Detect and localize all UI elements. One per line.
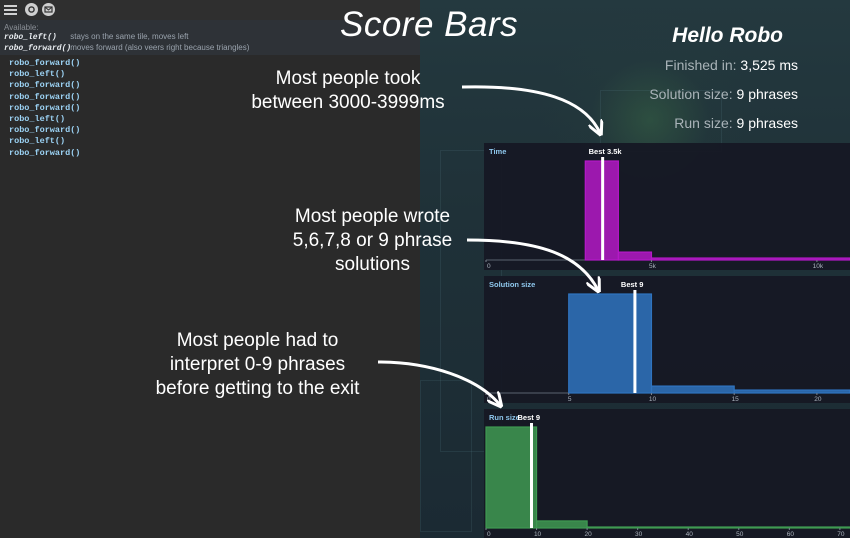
run-size-stat: Run size: 9 phrases [674, 115, 798, 131]
annotation-line: solutions [335, 254, 410, 275]
x-tick-label: 10 [649, 396, 657, 403]
run-annotation: Most people had to interpret 0-9 phrases… [135, 329, 380, 401]
run-size-value: 9 phrases [736, 115, 798, 131]
solution-size-chart-plot: 0 5 10 15 20 [485, 290, 850, 403]
solution-size-label: Solution size: [649, 86, 733, 102]
chart-label: Solution size [489, 280, 536, 289]
histogram-bar [650, 257, 850, 261]
histogram-bar [617, 251, 653, 261]
doc-item-robo-forward: robo_forward() moves forward (also veers… [4, 43, 249, 53]
code-line[interactable]: robo_left() [9, 69, 66, 80]
solution-annotation: Most people wrote 5,6,7,8 or 9 phrase so… [255, 205, 490, 277]
annotation-line: Most people had to [176, 330, 339, 351]
histogram-bar [586, 526, 850, 529]
x-tick-label: 15 [732, 396, 740, 403]
x-tick-label: 60 [787, 531, 795, 538]
histogram-bar [733, 389, 850, 394]
annotation-line: Most people took [275, 68, 421, 89]
chart-label: Time [489, 147, 507, 156]
x-tick-label: 5 [568, 396, 572, 403]
x-tick-label: 70 [837, 531, 845, 538]
histogram-bar [485, 426, 538, 529]
time-arrow [461, 85, 600, 133]
histogram-bar [535, 520, 588, 529]
settings-icon[interactable] [25, 3, 38, 16]
x-tick-label: 20 [814, 396, 822, 403]
run-size-chart-plot: 0 10 20 30 40 50 60 70 [485, 423, 850, 538]
docs-title: Available: [4, 23, 39, 32]
page-title: Score Bars [340, 5, 519, 44]
x-tick-label: 10k [813, 263, 824, 270]
code-line[interactable]: robo_left() [9, 136, 66, 147]
run-arrow [377, 360, 500, 405]
doc-function-description: stays on the same tile, moves left [70, 32, 189, 41]
solution-arrow [466, 238, 598, 290]
best-label: Best 9 [517, 413, 541, 422]
code-line[interactable]: robo_forward() [9, 147, 81, 158]
code-line[interactable]: robo_forward() [9, 125, 81, 136]
code-line[interactable]: robo_forward() [9, 80, 81, 91]
solution-size-chart: 0 5 10 15 20 Solution size Best 9 [484, 276, 850, 403]
x-tick-label: 0 [487, 531, 491, 538]
background-decoration [420, 380, 472, 532]
histogram-bar [568, 293, 653, 394]
best-label: Best 9 [620, 280, 644, 289]
doc-function-name: robo_left() [4, 33, 57, 42]
annotation-line: 5,6,7,8 or 9 phrase [292, 230, 453, 251]
finished-label: Finished in: [664, 57, 737, 73]
x-tick-label: 40 [686, 531, 694, 538]
doc-function-name: robo_forward() [4, 44, 72, 53]
code-editor-panel: Available: robo_left() stays on the same… [0, 0, 420, 538]
chart-label: Run size [489, 413, 520, 422]
best-label: Best 3.5k [588, 147, 622, 156]
menu-icon[interactable] [4, 3, 17, 17]
run-size-label: Run size: [674, 115, 733, 131]
editor-toolbar [0, 0, 420, 20]
annotation-line: Most people wrote [294, 206, 451, 227]
available-functions-panel: Available: robo_left() stays on the same… [0, 20, 420, 55]
message-icon[interactable] [42, 3, 55, 16]
code-line[interactable]: robo_forward() [9, 91, 81, 102]
run-size-chart: 0 10 20 30 40 50 60 70 Run size Best 9 [484, 409, 850, 538]
annotation-line: before getting to the exit [155, 378, 360, 399]
solution-size-value: 9 phrases [736, 86, 798, 102]
solution-size-stat: Solution size: 9 phrases [649, 86, 798, 102]
x-tick-label: 30 [635, 531, 643, 538]
x-tick-label: 50 [736, 531, 744, 538]
code-line[interactable]: robo_forward() [9, 102, 81, 113]
time-annotation: Most people took between 3000-3999ms [228, 67, 468, 115]
code-line[interactable]: robo_forward() [9, 58, 81, 68]
annotation-line: interpret 0-9 phrases [169, 354, 346, 375]
finished-stat: Finished in: 3,525 ms [665, 57, 798, 73]
x-tick-label: 20 [584, 531, 592, 538]
doc-function-description: moves forward (also veers right because … [70, 43, 250, 52]
code-area[interactable]: robo_forward() robo_left() robo_forward(… [9, 58, 80, 159]
x-tick-label: 10 [534, 531, 542, 538]
level-title: Hello Robo [672, 24, 783, 47]
doc-item-robo-left: robo_left() stays on the same tile, move… [4, 32, 189, 42]
x-tick-label: 0 [487, 263, 491, 270]
time-chart-plot: 0 5k 10k [485, 157, 850, 270]
x-tick-label: 5k [649, 263, 657, 270]
annotation-line: between 3000-3999ms [251, 92, 445, 113]
code-line[interactable]: robo_left() [9, 114, 66, 125]
finished-value: 3,525 ms [740, 57, 798, 73]
